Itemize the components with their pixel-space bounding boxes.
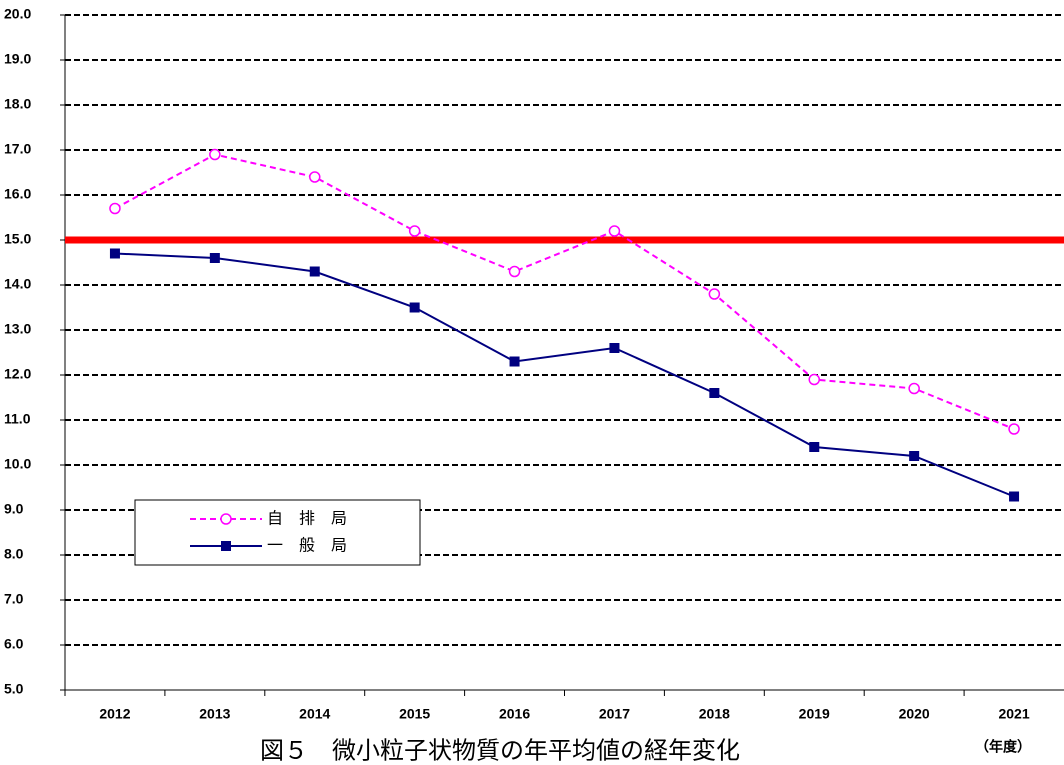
x-tick-label: 2020: [899, 706, 930, 722]
x-tick-label: 2015: [399, 706, 430, 722]
point: [608, 225, 621, 237]
y-tick-label: 5.0: [4, 681, 24, 697]
y-tick-label: 13.0: [4, 321, 31, 337]
y-tick-label: 10.0: [4, 456, 31, 472]
point: [408, 225, 421, 237]
x-tick-label: 2018: [699, 706, 730, 722]
point: [309, 266, 320, 277]
x-tick-label: 2012: [99, 706, 130, 722]
point: [908, 382, 920, 395]
series-line: [114, 252, 1015, 498]
x-axis-label: （年度）: [975, 739, 1031, 755]
point: [709, 388, 720, 398]
point: [808, 373, 820, 386]
y-tick-label: 18.0: [4, 96, 31, 112]
series-line: [114, 153, 1015, 430]
y-tick-label: 16.0: [4, 186, 31, 202]
point: [909, 451, 920, 461]
point: [809, 442, 820, 452]
point: [509, 356, 520, 367]
y-tick-label: 17.0: [4, 141, 31, 157]
y-tick-label: 11.0: [4, 411, 31, 427]
legend-label: 自 排 局: [267, 509, 347, 528]
point: [109, 202, 121, 215]
y-tick-label: 6.0: [4, 636, 24, 652]
point: [1008, 423, 1020, 435]
point: [220, 513, 232, 525]
point: [508, 265, 521, 278]
y-tick-label: 7.0: [4, 591, 24, 607]
legend-label: 一 般 局: [267, 536, 347, 555]
point: [1009, 491, 1020, 502]
y-tick-label: 19.0: [4, 51, 31, 67]
point: [609, 343, 620, 353]
x-tick-label: 2019: [799, 706, 830, 722]
point: [109, 248, 120, 259]
y-tick-label: 15.0: [4, 231, 31, 247]
y-tick-label: 9.0: [4, 501, 24, 517]
legend-box: [134, 499, 421, 566]
point: [309, 171, 321, 183]
x-tick-label: 2013: [199, 706, 230, 722]
point: [708, 288, 721, 300]
y-tick-label: 8.0: [4, 546, 24, 562]
x-tick-label: 2016: [499, 706, 530, 722]
point: [221, 541, 231, 551]
y-tick-label: 20.0: [4, 6, 31, 22]
x-tick-label: 2014: [299, 706, 330, 722]
chart-title: 図５ 微小粒子状物質の年平均値の経年変化: [260, 737, 740, 765]
point: [209, 148, 221, 161]
x-tick-label: 2021: [998, 706, 1029, 722]
x-tick-label: 2017: [599, 706, 630, 722]
point: [409, 302, 420, 313]
y-tick-label: 12.0: [4, 366, 31, 382]
point: [209, 253, 220, 263]
y-tick-label: 14.0: [4, 276, 31, 292]
